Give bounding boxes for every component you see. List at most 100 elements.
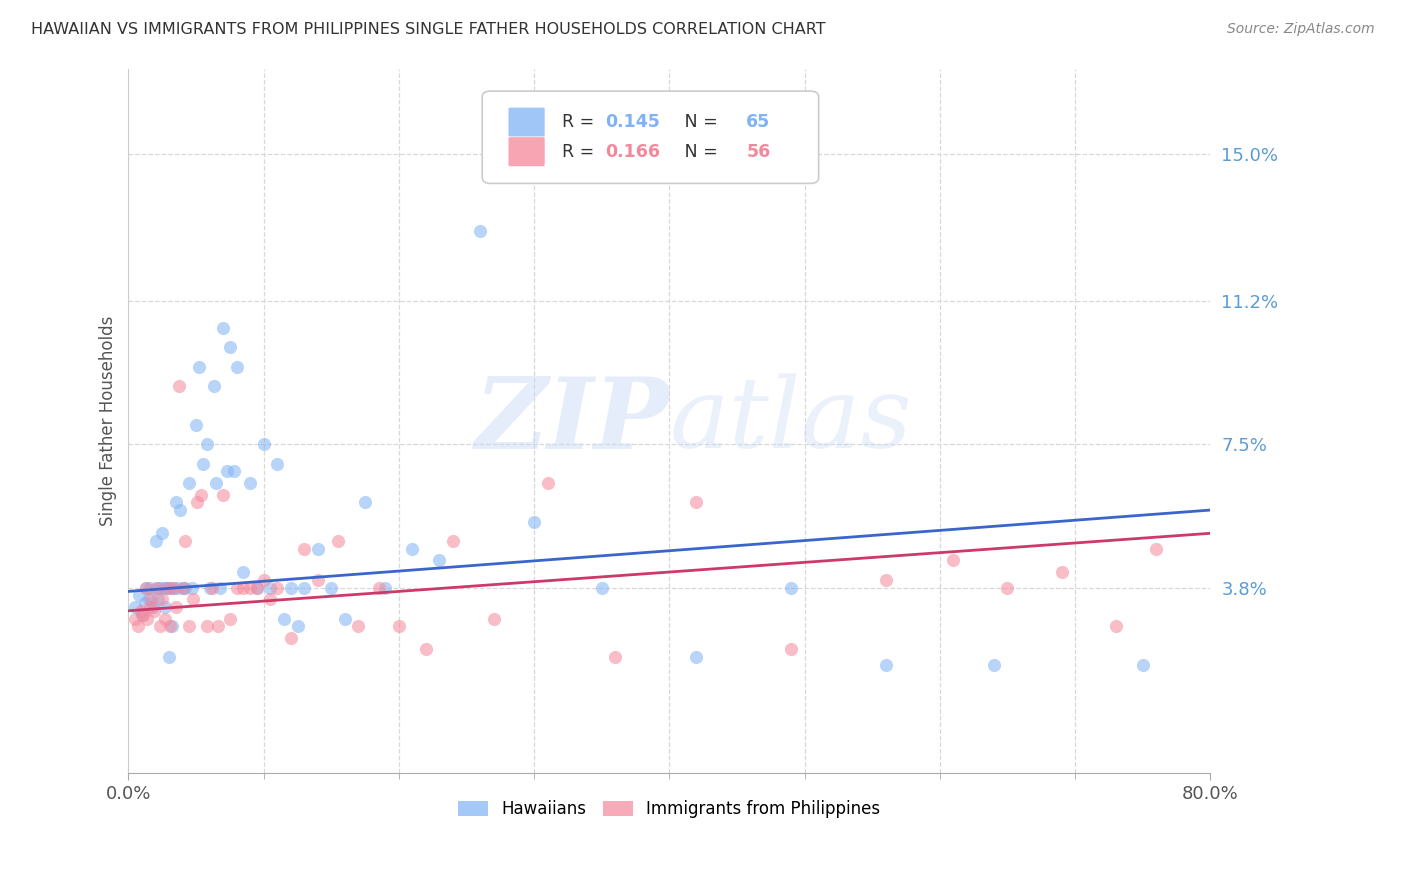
Point <box>253 437 276 451</box>
Point <box>148 581 170 595</box>
Point <box>141 592 163 607</box>
Point <box>239 581 262 595</box>
Point <box>280 631 302 645</box>
Point <box>162 581 184 595</box>
Point <box>685 495 707 509</box>
Point <box>875 573 897 587</box>
Text: Source: ZipAtlas.com: Source: ZipAtlas.com <box>1227 22 1375 37</box>
Point <box>143 604 166 618</box>
Y-axis label: Single Father Households: Single Father Households <box>100 316 117 526</box>
Point <box>138 592 160 607</box>
Point <box>347 619 370 633</box>
Point <box>205 475 228 490</box>
FancyBboxPatch shape <box>508 136 546 167</box>
Point <box>246 581 269 595</box>
Point <box>152 581 174 595</box>
Point <box>219 340 242 354</box>
Text: N =: N = <box>668 143 724 161</box>
Point <box>222 464 245 478</box>
Point <box>367 581 389 595</box>
Point <box>174 534 197 549</box>
Point <box>401 541 423 556</box>
Point <box>159 619 181 633</box>
Point <box>685 650 707 665</box>
Point <box>225 359 247 374</box>
Point <box>148 592 170 607</box>
Point <box>273 611 295 625</box>
Point <box>146 581 169 595</box>
Point <box>202 379 225 393</box>
Point <box>321 581 343 595</box>
Point <box>135 581 157 595</box>
Point <box>468 224 491 238</box>
Point <box>134 596 156 610</box>
Point <box>307 573 329 587</box>
Point <box>190 487 212 501</box>
Point <box>174 581 197 595</box>
Point <box>139 599 162 614</box>
Point <box>162 581 184 595</box>
Text: R =: R = <box>562 113 600 131</box>
Point <box>148 619 170 633</box>
Point <box>142 599 165 614</box>
Point <box>997 581 1019 595</box>
Point <box>127 619 149 633</box>
Point <box>183 592 205 607</box>
Point <box>1132 657 1154 672</box>
Point <box>333 611 356 625</box>
Point <box>266 581 288 595</box>
Point <box>429 553 451 567</box>
Point <box>246 581 269 595</box>
Text: HAWAIIAN VS IMMIGRANTS FROM PHILIPPINES SINGLE FATHER HOUSEHOLDS CORRELATION CHA: HAWAIIAN VS IMMIGRANTS FROM PHILIPPINES … <box>31 22 825 37</box>
Point <box>131 607 153 622</box>
Text: N =: N = <box>668 113 724 131</box>
Point <box>159 581 181 595</box>
Point <box>198 581 221 595</box>
Text: 0.166: 0.166 <box>606 143 661 161</box>
Text: 56: 56 <box>747 143 770 161</box>
Point <box>181 581 204 595</box>
Point <box>326 534 349 549</box>
Point <box>441 534 464 549</box>
Point <box>160 619 183 633</box>
Point <box>150 592 173 607</box>
Point <box>266 457 288 471</box>
Point <box>184 417 207 432</box>
Point <box>165 599 187 614</box>
Text: atlas: atlas <box>669 374 912 468</box>
Point <box>292 541 315 556</box>
Point <box>232 565 254 579</box>
Point <box>292 581 315 595</box>
Point <box>172 581 194 595</box>
Point <box>1104 619 1126 633</box>
Point <box>482 611 505 625</box>
Point <box>354 495 377 509</box>
Point <box>217 464 239 478</box>
Point <box>136 611 159 625</box>
Point <box>253 573 276 587</box>
Text: 65: 65 <box>747 113 770 131</box>
Point <box>875 657 897 672</box>
Point <box>983 657 1005 672</box>
Point <box>187 359 209 374</box>
Point <box>124 599 146 614</box>
Point <box>388 619 411 633</box>
Point <box>219 611 242 625</box>
Point <box>129 604 152 618</box>
Text: 0.145: 0.145 <box>606 113 661 131</box>
Point <box>157 650 180 665</box>
Point <box>195 619 218 633</box>
Point <box>166 581 188 595</box>
Point <box>239 475 262 490</box>
Point <box>1144 541 1167 556</box>
Point <box>167 379 190 393</box>
Point <box>415 642 437 657</box>
Point <box>135 581 157 595</box>
Point <box>150 526 173 541</box>
Point <box>259 592 281 607</box>
Legend: Hawaiians, Immigrants from Philippines: Hawaiians, Immigrants from Philippines <box>451 794 887 825</box>
Point <box>132 607 155 622</box>
Point <box>591 581 613 595</box>
Point <box>195 437 218 451</box>
Point <box>537 475 560 490</box>
